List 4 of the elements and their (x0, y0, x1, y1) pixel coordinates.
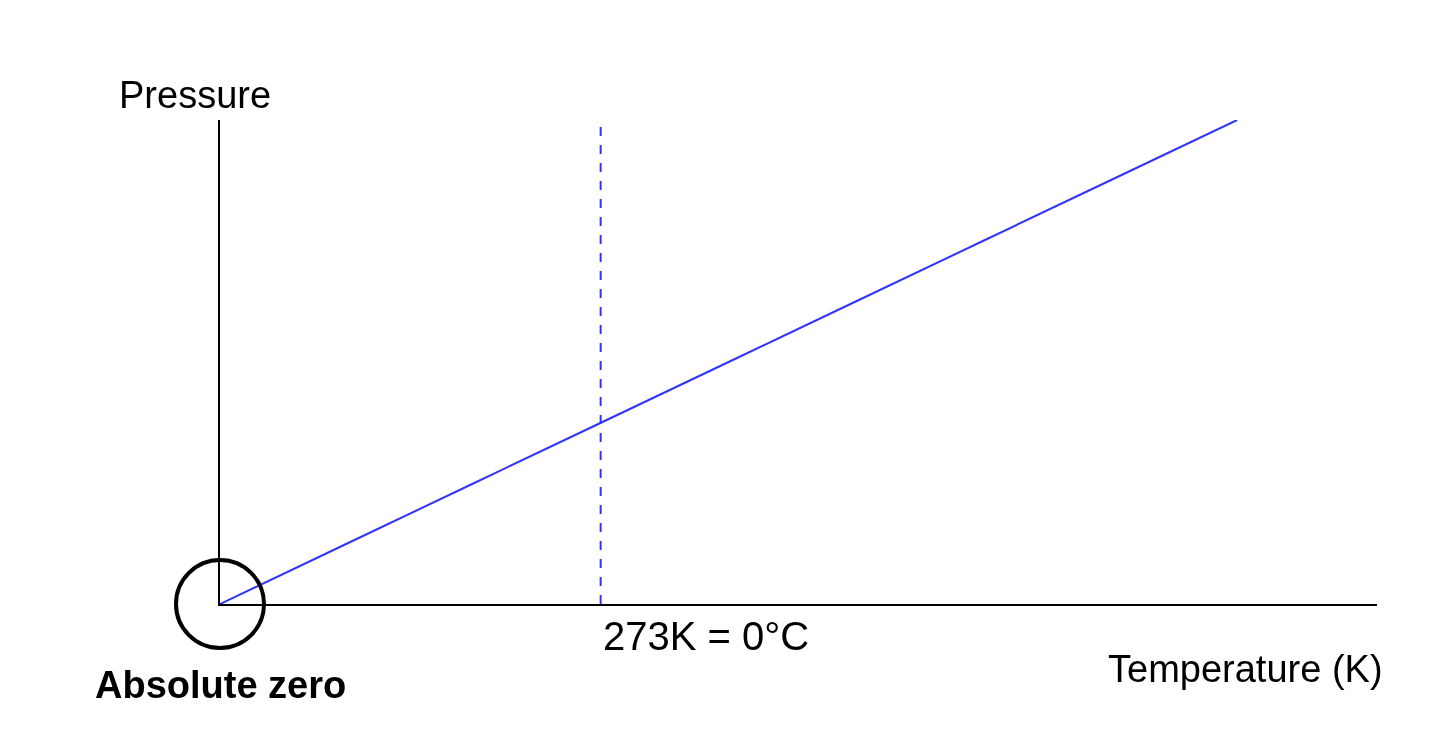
x-axis-title: Temperature (K) (1108, 648, 1383, 690)
y-axis-title: Pressure (119, 74, 272, 116)
text: 273K = 0°C (603, 614, 810, 658)
text: Absolute zero (95, 664, 347, 706)
